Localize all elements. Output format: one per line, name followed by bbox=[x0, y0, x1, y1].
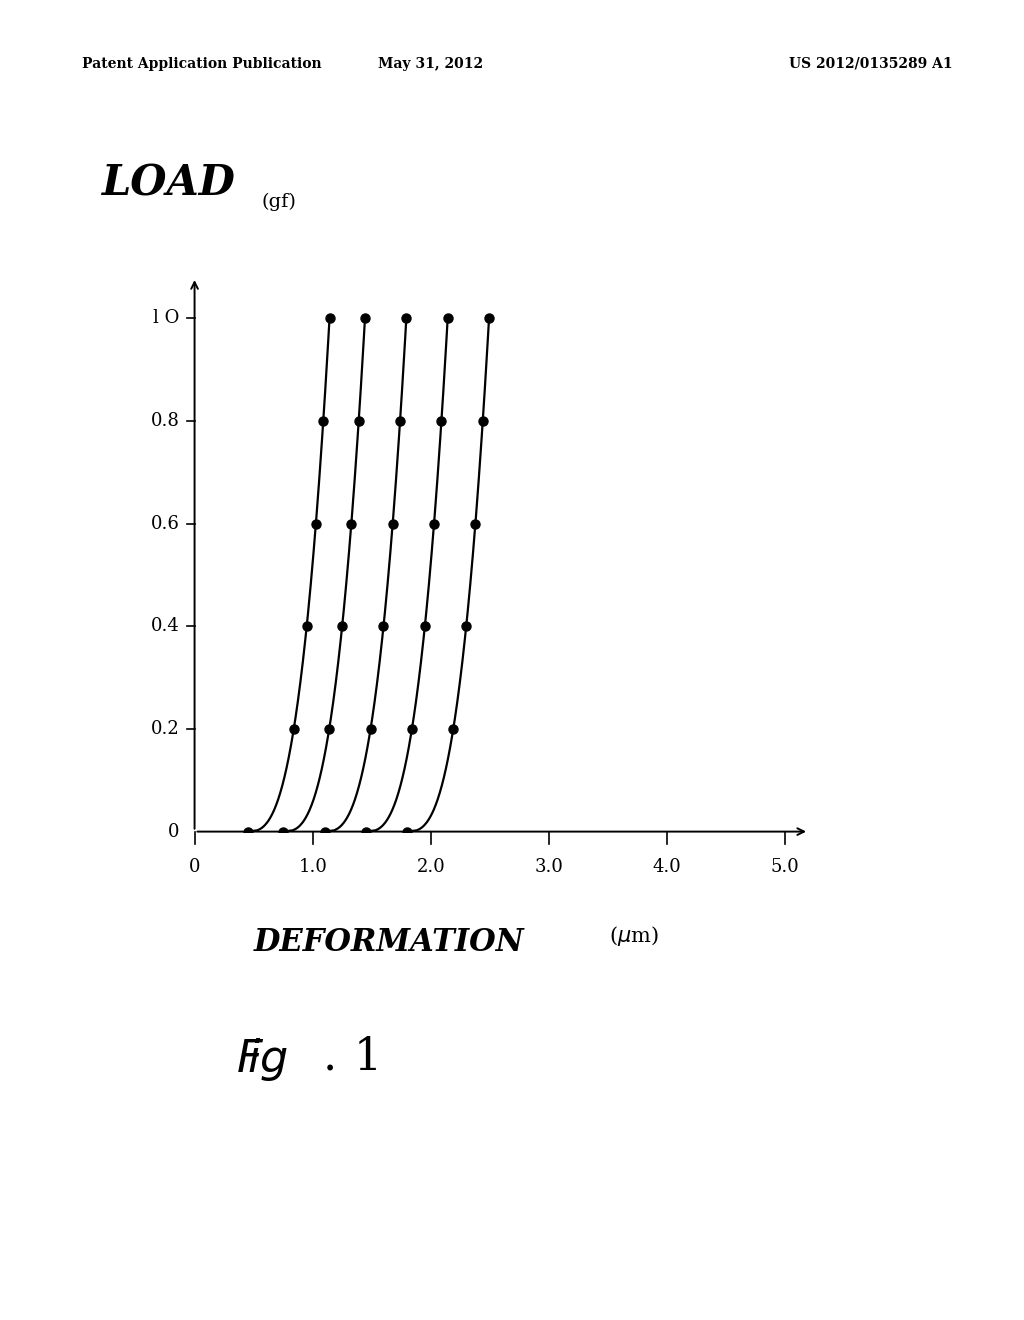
Text: DEFORMATION: DEFORMATION bbox=[254, 927, 524, 957]
Text: 0.4: 0.4 bbox=[152, 618, 180, 635]
Text: l O: l O bbox=[154, 309, 180, 327]
Text: 0.6: 0.6 bbox=[151, 515, 180, 532]
Text: 1.0: 1.0 bbox=[298, 858, 327, 876]
Text: Patent Application Publication: Patent Application Publication bbox=[82, 57, 322, 71]
Text: 0.2: 0.2 bbox=[152, 719, 180, 738]
Text: ($\mu$m): ($\mu$m) bbox=[609, 924, 659, 948]
Text: .: . bbox=[323, 1036, 337, 1080]
Text: 5.0: 5.0 bbox=[771, 858, 800, 876]
Text: 0: 0 bbox=[188, 858, 201, 876]
Text: 2.0: 2.0 bbox=[417, 858, 445, 876]
Text: 4.0: 4.0 bbox=[653, 858, 682, 876]
Text: 1: 1 bbox=[353, 1036, 382, 1080]
Text: May 31, 2012: May 31, 2012 bbox=[378, 57, 482, 71]
Text: US 2012/0135289 A1: US 2012/0135289 A1 bbox=[788, 57, 952, 71]
Text: (gf): (gf) bbox=[261, 193, 296, 211]
Text: LOAD: LOAD bbox=[102, 162, 237, 205]
Text: 0: 0 bbox=[168, 822, 180, 841]
Text: 3.0: 3.0 bbox=[535, 858, 563, 876]
Text: $F\!\!ig$: $F\!\!ig$ bbox=[236, 1036, 288, 1084]
Text: 0.8: 0.8 bbox=[151, 412, 180, 430]
